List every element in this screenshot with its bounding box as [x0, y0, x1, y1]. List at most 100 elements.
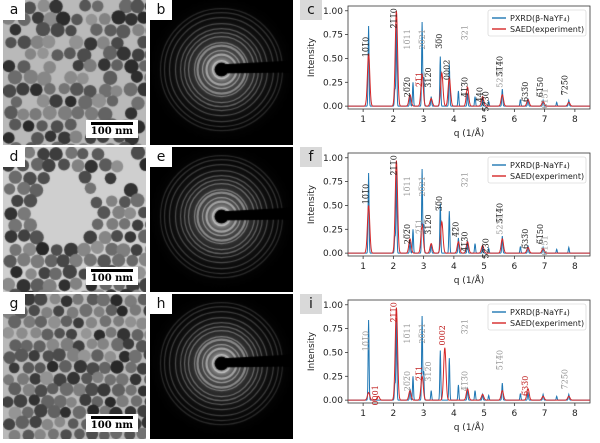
legend — [487, 156, 587, 184]
panel-letter: e — [150, 147, 172, 167]
miller-index-label: 10̅1̅0 — [362, 37, 371, 57]
miller-index-label: 3̅0̅0 — [435, 34, 444, 49]
y-tick-label: 0.25 — [323, 372, 343, 382]
miller-index-label: 3̅1̅2̅0 — [424, 361, 433, 381]
y-tick-label: 1.00 — [323, 154, 343, 164]
miller-index-label: 4̅2̅0 — [451, 222, 460, 237]
saed-pattern-panel: h — [150, 294, 293, 439]
y-tick-label: 0.75 — [323, 178, 343, 188]
y-tick-label: 0.25 — [323, 78, 343, 88]
miller-index-label: 2̅1̅1 — [415, 72, 424, 87]
miller-index-label: 4̅40 — [476, 87, 485, 102]
x-axis-label: q (1/Å) — [454, 127, 485, 139]
miller-index-label: 3̅21 — [460, 25, 469, 40]
miller-index-label: 6̅33̅0 — [521, 82, 530, 102]
miller-index-label: 2̅1̅1̅0 — [389, 302, 398, 322]
legend-label: PXRD(β-NaYF₄) — [510, 14, 570, 23]
miller-index-label: 3̅0̅0 — [435, 196, 444, 211]
saed-diffraction-image — [150, 0, 293, 145]
x-tick-label: 7 — [542, 262, 548, 272]
tem-image-panel: d 100 nm — [3, 147, 146, 292]
scale-bar-line — [90, 122, 133, 125]
miller-index-label: 10̅1̅0 — [362, 331, 371, 351]
diffraction-plot: 0.00 0.25 0.50 0.75 1.00 1 2 3 4 5 6 7 8 q (1/Å) Inten… — [307, 5, 591, 139]
x-tick-label: 8 — [572, 115, 578, 125]
miller-index-label: 6151 — [541, 235, 550, 255]
miller-index-label: 3̅21 — [460, 319, 469, 334]
miller-index-label: 10̅11 — [403, 176, 412, 196]
miller-index-label: 20̅21 — [418, 29, 427, 49]
miller-index-label: 20̅21 — [418, 176, 427, 196]
saed-diffraction-image — [150, 147, 293, 292]
legend-label: SAED(experiment) — [510, 319, 584, 328]
miller-index-label: 6151 — [541, 88, 550, 108]
miller-index-label: 2̅1̅1̅0 — [389, 155, 398, 175]
miller-index-label: 4̅1̅3̅0 — [460, 77, 469, 97]
miller-index-label: 20̅2̅0 — [403, 77, 412, 97]
intensity-plot-panel: 0.00 0.25 0.50 0.75 1.00 1 2 3 4 5 6 7 8 q (1/Å) Inten… — [300, 294, 596, 439]
miller-index-label: 2̅1̅1 — [415, 219, 424, 234]
miller-index-label: 2̅1̅1̅0 — [389, 8, 398, 28]
series-line-saed — [348, 10, 590, 107]
miller-index-label: 6̅1̅50 — [536, 77, 545, 97]
intensity-plot-panel: 0.00 0.25 0.50 0.75 1.00 1 2 3 4 5 6 7 8 q (1/Å) Inten… — [300, 0, 596, 145]
diffraction-plot: 0.00 0.25 0.50 0.75 1.00 1 2 3 4 5 6 7 8 q (1/Å) Inten… — [307, 299, 591, 433]
x-tick-label: 2 — [391, 115, 397, 125]
miller-index-label: 0002 — [438, 325, 447, 345]
legend-label: SAED(experiment) — [510, 172, 584, 181]
miller-index-label: 10̅11 — [403, 29, 412, 49]
y-tick-label: 0.75 — [323, 31, 343, 41]
series-line-saed — [348, 160, 590, 254]
series-line-saed — [348, 307, 590, 401]
x-tick-label: 5 — [481, 115, 487, 125]
miller-index-label: 3̅21 — [460, 172, 469, 187]
y-tick-label: 0.50 — [323, 348, 343, 358]
y-axis-label: Intensity — [307, 37, 317, 77]
miller-index-label: 5̅1̅4̅0 — [495, 56, 504, 76]
y-axis-label: Intensity — [307, 331, 317, 371]
miller-index-label: 10̅1̅0 — [362, 184, 371, 204]
y-tick-label: 1.00 — [323, 301, 343, 311]
y-axis-label: Intensity — [307, 184, 317, 224]
scale-bar-label: 100 nm — [90, 420, 133, 431]
y-tick-label: 0.00 — [323, 102, 343, 112]
miller-index-label: 3̅1̅2̅0 — [424, 214, 433, 234]
scale-bar-line — [90, 269, 133, 272]
x-tick-label: 6 — [512, 409, 518, 419]
saed-pattern-panel: b — [150, 0, 293, 145]
tem-image-panel: g 100 nm — [3, 294, 146, 439]
x-tick-label: 1 — [360, 262, 366, 272]
legend-label: PXRD(β-NaYF₄) — [510, 161, 570, 170]
miller-index-label: 5̅1̅4̅0 — [495, 350, 504, 370]
x-tick-label: 5 — [481, 262, 487, 272]
x-tick-label: 3 — [421, 115, 427, 125]
legend-label: SAED(experiment) — [510, 25, 584, 34]
miller-index-label: 3̅1̅2̅0 — [424, 67, 433, 87]
miller-index-label: 20̅2̅0 — [403, 371, 412, 391]
miller-index-label: 6̅33̅0 — [521, 229, 530, 249]
x-tick-label: 3 — [421, 262, 427, 272]
miller-index-label: 7̅25̅0 — [560, 75, 569, 95]
panel-letter: d — [3, 147, 25, 167]
scale-bar: 100 nm — [85, 267, 138, 285]
x-tick-label: 8 — [572, 409, 578, 419]
panel-letter: c — [300, 0, 322, 20]
miller-index-label: 10̅11 — [403, 323, 412, 343]
panel-letter: b — [150, 0, 172, 20]
x-tick-label: 4 — [451, 262, 457, 272]
x-tick-label: 2 — [391, 409, 397, 419]
panel-letter: a — [3, 0, 25, 20]
x-tick-label: 4 — [451, 409, 457, 419]
scale-bar: 100 nm — [85, 120, 138, 138]
intensity-plot-panel: 0.00 0.25 0.50 0.75 1.00 1 2 3 4 5 6 7 8 q (1/Å) Inten… — [300, 147, 596, 292]
miller-index-label: 20̅2̅0 — [403, 224, 412, 244]
scale-bar-line — [90, 416, 133, 419]
panel-letter: h — [150, 294, 172, 314]
x-axis-label: q (1/Å) — [454, 274, 485, 286]
legend — [487, 303, 587, 331]
miller-index-label: 5̅1̅4̅0 — [495, 203, 504, 223]
x-tick-label: 5 — [481, 409, 487, 419]
miller-index-label: 20̅21 — [418, 323, 427, 343]
y-tick-label: 1.00 — [323, 7, 343, 17]
miller-index-label: 4̅1̅3̅0 — [460, 232, 469, 252]
